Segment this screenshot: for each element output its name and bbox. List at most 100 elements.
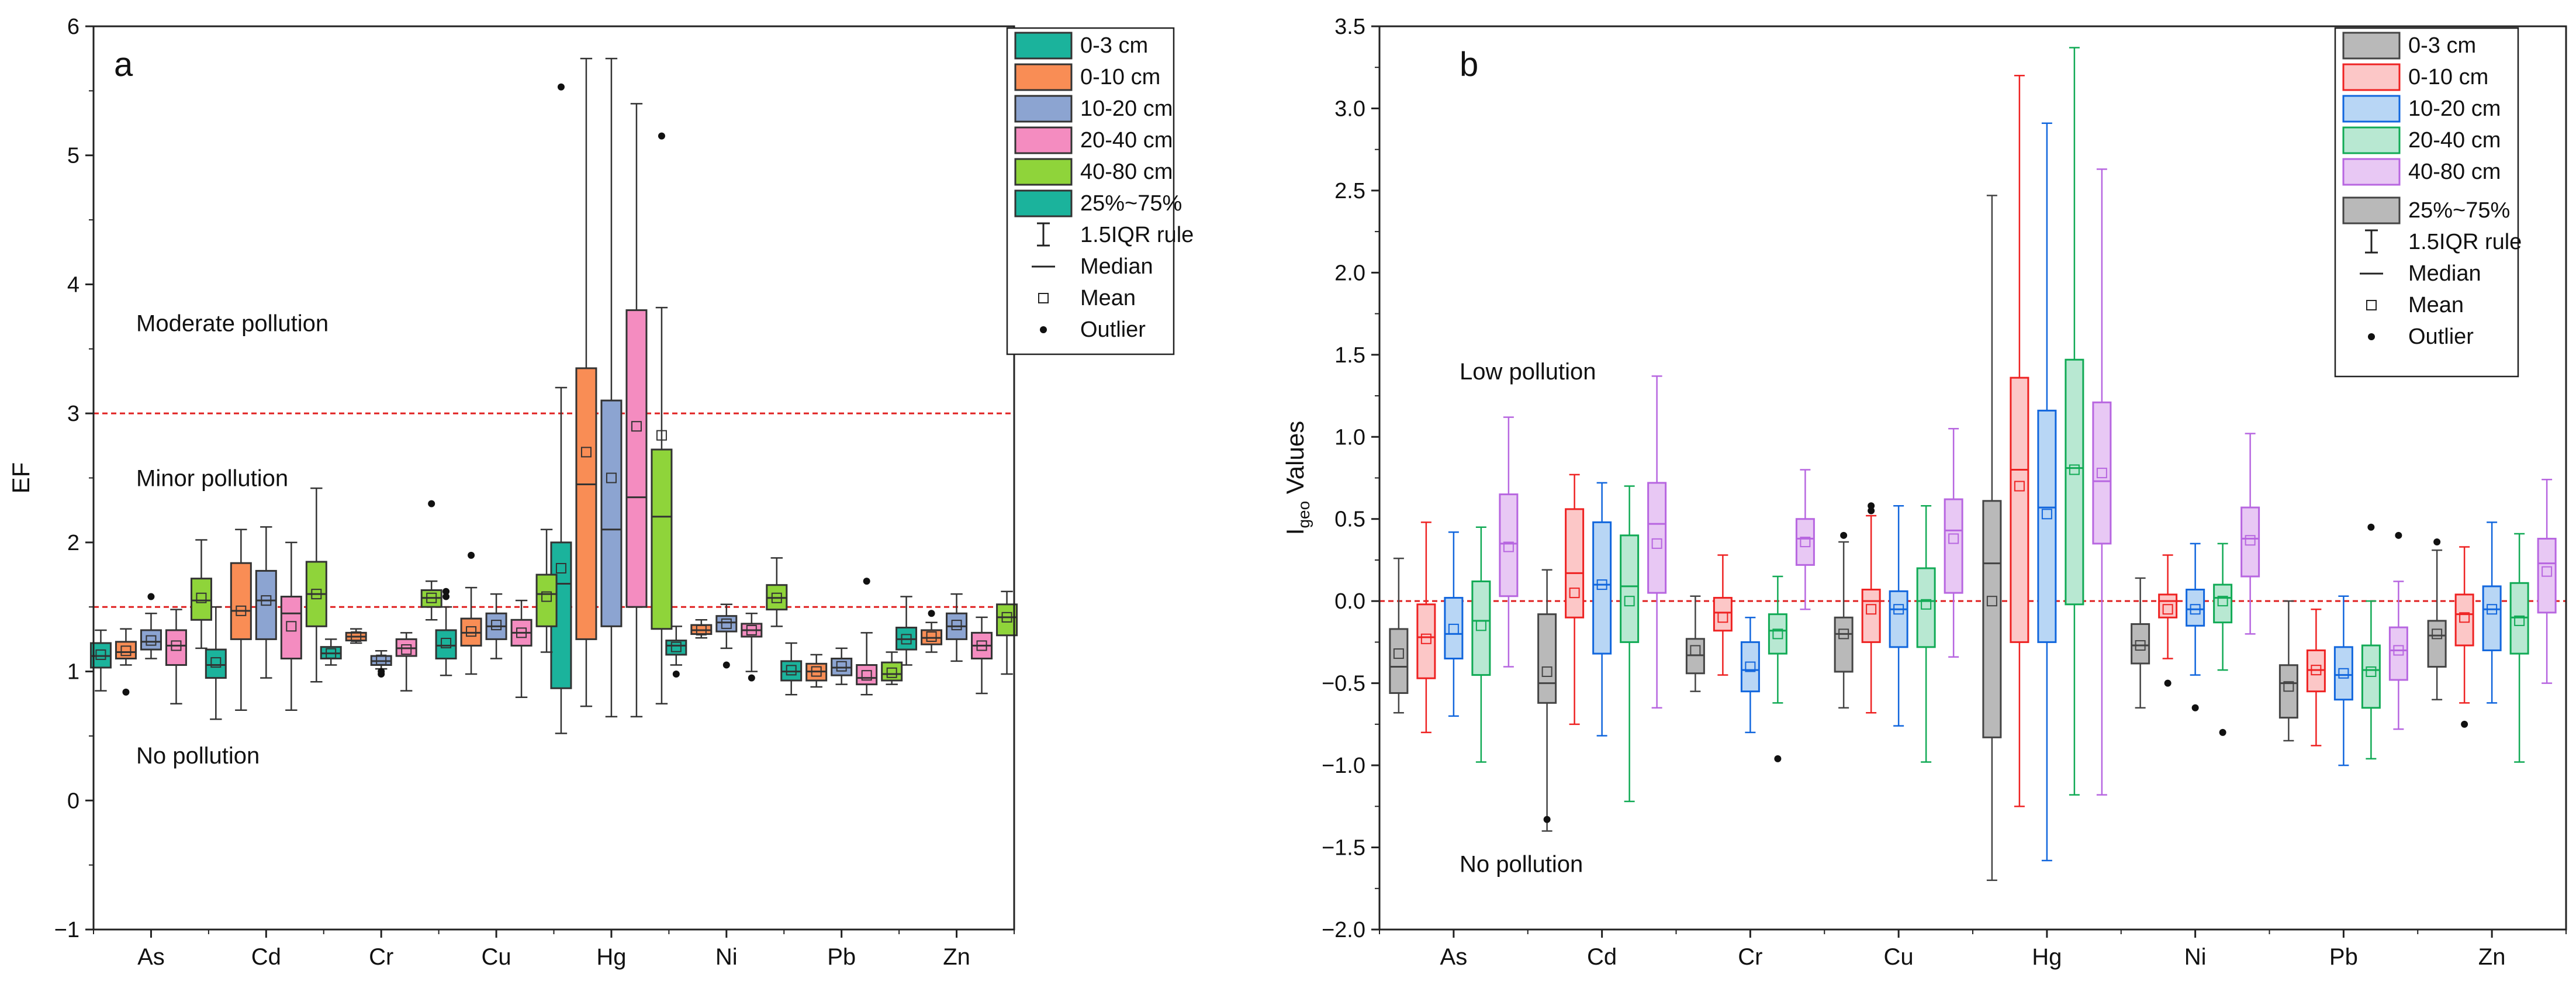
outlier-point [863,578,870,585]
outlier-point [748,674,755,682]
iqr-box [1795,518,1815,566]
box-Hg [651,132,673,704]
box-As [115,628,137,696]
mean-marker [1541,666,1552,677]
mean-marker [491,620,502,631]
outlier-point [2433,538,2441,546]
box-Ni [2213,543,2233,736]
mean-marker [2283,681,2294,692]
mean-marker [2014,481,2025,492]
mean-marker [1420,633,1432,644]
mean-marker [631,421,642,432]
outlier-point [672,670,680,678]
iqr-box [2482,585,2502,651]
box-Cr [1713,554,1733,676]
outlier-point [1868,502,1875,510]
y-axis-label: EF [7,462,34,494]
mean-marker [926,631,937,642]
outlier-point [2219,728,2226,736]
box-Ni [2158,554,2178,687]
box-Hg [600,57,623,718]
iqr-box [165,629,187,666]
mean-marker [580,447,592,458]
y-tick-label: 5 [67,144,79,168]
x-tick-label: Zn [943,944,970,970]
box-Hg [1982,195,2002,881]
outlier-point [557,83,565,91]
outlier-point [147,593,155,600]
y-tick-label: −1.0 [1322,754,1365,778]
iqr-box [1713,597,1733,632]
mean-marker [1393,648,1404,659]
box-As [140,593,162,659]
mean-marker [786,665,797,676]
box-Cd [230,528,252,711]
legend-mean-label: Mean [1080,286,1136,310]
legend-whisker-label: 1.5IQR rule [2408,230,2522,254]
box-Zn [895,596,918,666]
mean-marker [886,667,897,678]
box-Ni [2131,577,2150,709]
x-tick-label: Cd [1587,944,1617,970]
legend-box-label: 25%~75% [1080,191,1182,216]
legend-label: 10-20 cm [1080,96,1173,121]
box-Cd [1620,485,1640,803]
iqr-box [715,615,738,633]
box-Pb [805,654,828,688]
legend: 0-3 cm 0-10 cm 10-20 cm 20-40 cm 40-80 cm 25%… [1006,27,1194,355]
y-tick-label: 1.5 [1334,343,1365,368]
iqr-box [1416,603,1436,679]
outlier-point [1774,755,1782,762]
x-tick-label: Cr [1738,944,1762,970]
box-Ni [690,619,713,639]
legend-swatch [2342,32,2401,60]
box-Cu [1834,531,1854,709]
outlier-point [122,688,130,696]
mean-marker [1448,623,1459,634]
iqr-box [205,648,227,679]
mean-marker [120,645,132,657]
mean-marker [516,627,527,638]
x-tick-label: Ni [2184,944,2207,970]
mean-marker [2338,668,2349,679]
mean-marker [555,563,566,573]
mean-marker [1866,604,1877,615]
mean-marker [670,641,682,652]
box-Cr [320,638,342,666]
iqr-box [1768,613,1787,655]
x-tick-label: Ni [715,944,738,970]
box-Cu [1861,502,1881,714]
y-tick-label: 0.5 [1334,507,1365,532]
y-tick-label: −0.5 [1322,672,1365,696]
legend-mean-symbol [2366,300,2377,310]
mean-marker [836,661,847,672]
box-Zn [2427,538,2447,700]
chart-panel-a: Moderate pollution Minor pollution No poll… [7,15,1194,970]
box-Pb [2388,531,2408,730]
x-tick-label: Cu [481,944,511,970]
iqr-box [600,399,623,627]
y-axis-label-rest: Values [1281,421,1309,501]
y-tick-label: 1 [67,660,79,685]
mean-marker [976,640,987,651]
series-10-20cm [140,57,968,718]
pollution-annotation: No pollution [136,743,260,769]
mean-marker [2542,566,2553,577]
mean-marker [2190,604,2201,615]
legend-outlier-symbol [1040,326,1047,333]
chart-panel-b: Low pollution No pollution −2.0 −1.5 −1.0 −0.… [1281,15,2567,970]
outlier-point [2367,523,2375,531]
box-Pb [2361,523,2381,760]
legend-swatch [1014,95,1073,123]
mean-marker [2393,645,2404,656]
iqr-box [2454,593,2474,647]
iqr-box [1944,498,1963,594]
mean-marker [1690,645,1701,656]
y-tick-label: 4 [67,272,79,297]
mean-marker [2432,628,2443,640]
mean-marker [771,592,782,603]
x-tick-label: Hg [596,944,626,970]
mean-marker [2487,604,2498,615]
mean-marker [696,624,707,635]
legend-label: 20-40 cm [1080,128,1173,153]
